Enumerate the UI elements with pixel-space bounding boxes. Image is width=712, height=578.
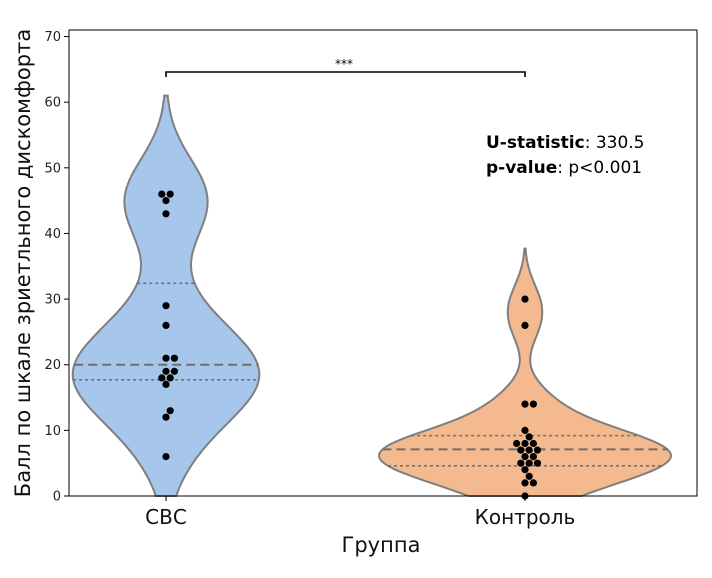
y-tick-label: 60 (44, 96, 61, 111)
data-point (162, 302, 170, 310)
data-point (162, 354, 170, 362)
data-point (521, 321, 529, 329)
data-point (533, 446, 542, 454)
x-tick-label: СВС (145, 505, 187, 529)
data-point (162, 453, 170, 461)
data-point (525, 446, 533, 454)
points-layer (158, 190, 542, 500)
p-value-annotation: p-value: p<0.001 (486, 158, 642, 178)
y-tick-label: 10 (44, 424, 61, 439)
y-tick-label: 40 (44, 227, 61, 242)
u-statistic-label: U-statistic (486, 133, 585, 153)
y-tick-label: 0 (53, 490, 61, 505)
p-value-label: p-value (486, 158, 557, 178)
data-point (162, 197, 170, 205)
violin-body-1 (71, 94, 261, 497)
x-tick-label: Контроль (475, 505, 576, 529)
data-point (517, 446, 525, 454)
data-point (158, 374, 166, 382)
y-tick-label: 30 (44, 293, 61, 308)
data-point (529, 439, 538, 448)
data-point (521, 453, 529, 461)
x-axis-title: Группа (342, 533, 421, 557)
p-value-value: : p<0.001 (557, 158, 642, 178)
data-point (166, 374, 174, 382)
data-point (170, 354, 178, 362)
data-point (162, 380, 170, 388)
axes-layer: 0 10 20 30 40 50 60 70 СВС Контроль (44, 29, 698, 529)
annotation-layer: *** U-statistic: 330.5 p-value: p<0.001 (335, 57, 645, 178)
u-statistic-value: : 330.5 (585, 133, 645, 153)
u-statistic-annotation: U-statistic: 330.5 (486, 133, 645, 153)
data-point (521, 295, 529, 303)
data-point (162, 210, 170, 218)
data-point (521, 466, 529, 474)
data-point (170, 367, 178, 375)
significance-bracket (165, 71, 526, 77)
data-point (533, 459, 542, 467)
significance-label: *** (335, 57, 353, 71)
data-point (525, 433, 533, 441)
data-point (162, 321, 170, 329)
data-point (529, 400, 538, 408)
data-point (525, 472, 533, 480)
violin-body-2 (377, 247, 673, 497)
y-tick-label: 70 (44, 30, 61, 45)
data-point (158, 190, 166, 198)
plot-frame (68, 29, 698, 497)
y-tick-label: 50 (44, 161, 61, 176)
data-point (162, 367, 170, 375)
data-point (521, 400, 529, 408)
data-point (166, 407, 174, 415)
y-axis-title: Балл по шкале зриетльного дискомфорта (11, 29, 35, 497)
data-point (513, 439, 521, 448)
data-point (521, 426, 529, 434)
violins-layer (71, 94, 673, 497)
data-point (529, 453, 538, 461)
data-point (162, 413, 170, 421)
data-point (529, 479, 538, 487)
data-point (525, 459, 533, 467)
data-point (521, 439, 529, 448)
data-point (166, 190, 174, 198)
data-point (517, 459, 525, 467)
y-tick-label: 20 (44, 358, 61, 373)
data-point (521, 479, 529, 487)
